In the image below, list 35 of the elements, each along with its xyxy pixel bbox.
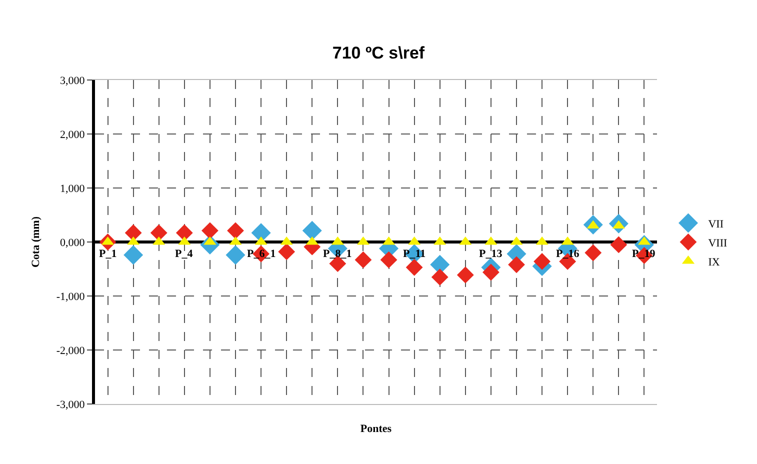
point	[610, 236, 628, 254]
y-tick-label: 3,000	[60, 74, 86, 87]
y-axis-title: Cota (mm)	[30, 216, 42, 268]
y-tick-label: 0,000	[60, 236, 86, 249]
y-tick-label: -3,000	[56, 398, 86, 411]
y-tick-label: 2,000	[60, 128, 86, 141]
legend-label: VIII	[708, 237, 728, 250]
y-tick-label: -1,000	[56, 290, 86, 303]
point	[202, 222, 218, 240]
point	[456, 266, 474, 284]
x-axis-title: Pontes	[360, 423, 392, 436]
point	[227, 222, 244, 240]
point	[278, 243, 296, 260]
legend-label: IX	[708, 256, 720, 268]
point	[226, 245, 246, 265]
y-tick-label: -2,000	[56, 344, 86, 357]
x-tick-label: P_1	[99, 248, 117, 260]
point	[302, 220, 322, 240]
point	[431, 268, 448, 286]
point	[508, 256, 525, 274]
point	[534, 252, 550, 270]
point	[380, 251, 398, 268]
point	[584, 244, 602, 262]
point	[482, 264, 500, 281]
point	[124, 245, 144, 265]
point	[150, 224, 168, 242]
y-tick-label: 1,000	[60, 182, 86, 195]
point	[406, 258, 423, 276]
x-tick-label: P_4	[175, 248, 194, 260]
chart-title: 710 ºC s\ref	[332, 43, 425, 62]
point	[176, 224, 193, 242]
legend-label: VII	[708, 218, 724, 230]
point	[124, 224, 142, 242]
point	[354, 251, 372, 268]
x-tick-label: P_13	[479, 248, 503, 260]
